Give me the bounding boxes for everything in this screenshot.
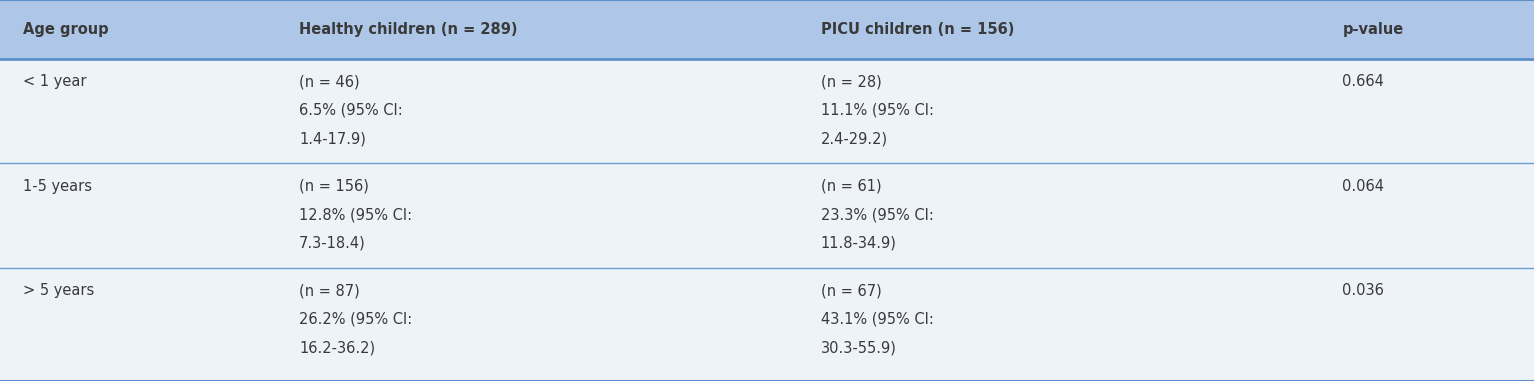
Text: 11.1% (95% CI:: 11.1% (95% CI: xyxy=(821,103,934,118)
Text: 11.8-34.9): 11.8-34.9) xyxy=(821,236,896,251)
Text: (n = 46): (n = 46) xyxy=(299,74,360,89)
Text: 12.8% (95% CI:: 12.8% (95% CI: xyxy=(299,207,413,222)
Text: 1.4-17.9): 1.4-17.9) xyxy=(299,131,367,146)
Text: (n = 28): (n = 28) xyxy=(821,74,882,89)
Text: (n = 87): (n = 87) xyxy=(299,283,360,298)
Text: 6.5% (95% CI:: 6.5% (95% CI: xyxy=(299,103,403,118)
Text: 43.1% (95% CI:: 43.1% (95% CI: xyxy=(821,312,934,327)
Text: PICU children (n = 156): PICU children (n = 156) xyxy=(821,22,1014,37)
Text: (n = 67): (n = 67) xyxy=(821,283,882,298)
Text: < 1 year: < 1 year xyxy=(23,74,86,89)
Text: 16.2-36.2): 16.2-36.2) xyxy=(299,340,376,355)
Text: 7.3-18.4): 7.3-18.4) xyxy=(299,236,367,251)
FancyBboxPatch shape xyxy=(0,0,1534,59)
Text: 26.2% (95% CI:: 26.2% (95% CI: xyxy=(299,312,413,327)
Text: (n = 156): (n = 156) xyxy=(299,179,370,194)
Text: p-value: p-value xyxy=(1342,22,1404,37)
Text: (n = 61): (n = 61) xyxy=(821,179,882,194)
Text: > 5 years: > 5 years xyxy=(23,283,94,298)
Text: 0.664: 0.664 xyxy=(1342,74,1384,89)
Text: 1-5 years: 1-5 years xyxy=(23,179,92,194)
Text: 0.064: 0.064 xyxy=(1342,179,1384,194)
Text: 23.3% (95% CI:: 23.3% (95% CI: xyxy=(821,207,934,222)
Text: 2.4-29.2): 2.4-29.2) xyxy=(821,131,888,146)
Text: 30.3-55.9): 30.3-55.9) xyxy=(821,340,896,355)
Text: Age group: Age group xyxy=(23,22,109,37)
Text: Healthy children (n = 289): Healthy children (n = 289) xyxy=(299,22,517,37)
Text: 0.036: 0.036 xyxy=(1342,283,1384,298)
